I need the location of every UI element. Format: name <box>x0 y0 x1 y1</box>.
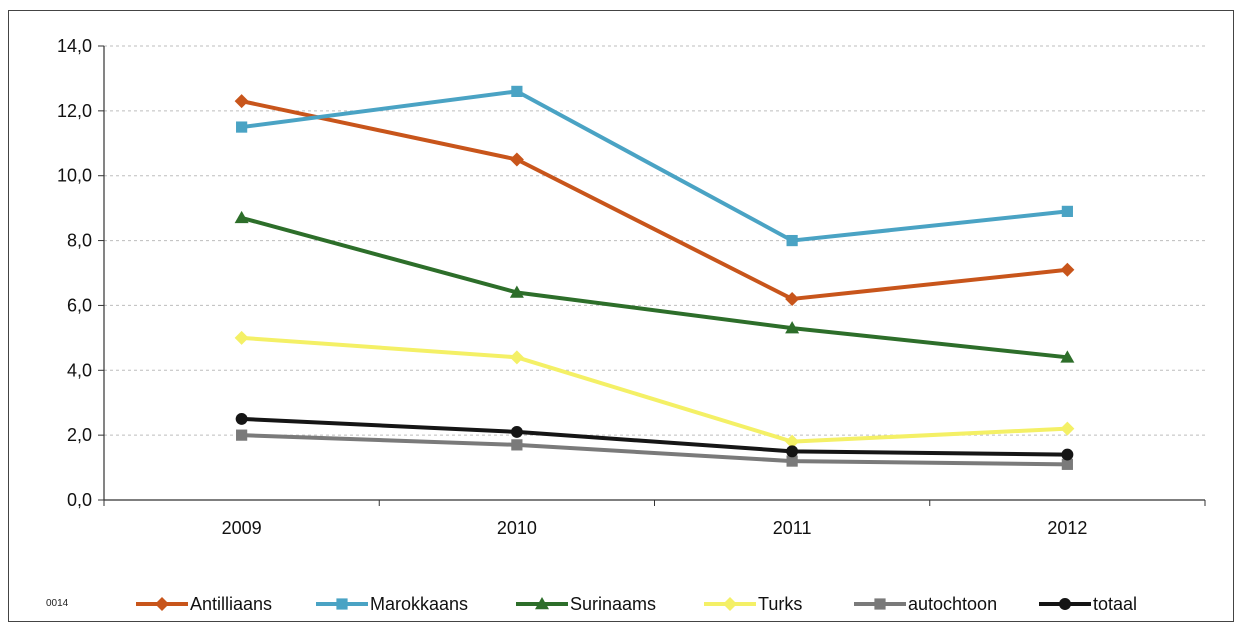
x-tick-label: 2012 <box>1047 518 1087 538</box>
chart-frame <box>8 10 1234 622</box>
series-line <box>239 89 1070 243</box>
data-point <box>510 425 523 438</box>
series-line <box>239 215 1070 360</box>
grid-lines <box>104 45 1205 436</box>
legend-item-surinaams: Surinaams <box>516 594 656 614</box>
x-tick-label: 2010 <box>497 518 537 538</box>
series-autochtoon <box>236 429 1073 470</box>
y-tick-label: 6,0 <box>67 295 92 315</box>
y-tick-label: 2,0 <box>67 425 92 445</box>
legend-marker <box>723 597 737 611</box>
legend-item-autochtoon: autochtoon <box>854 594 997 614</box>
legend-marker <box>1059 598 1071 610</box>
series-antilliaans <box>234 94 1075 306</box>
data-point <box>234 330 249 345</box>
data-point <box>1060 262 1075 277</box>
y-tick-label: 10,0 <box>57 166 92 186</box>
legend-label: Antilliaans <box>190 594 272 614</box>
data-point <box>786 445 799 458</box>
data-point <box>785 321 800 334</box>
series-line <box>239 335 1070 444</box>
legend-marker <box>336 598 348 610</box>
data-point <box>234 94 249 109</box>
data-point <box>511 85 523 97</box>
data-point <box>236 429 248 441</box>
data-point <box>509 285 524 298</box>
legend-marker <box>535 597 549 610</box>
series-totaal <box>235 412 1074 461</box>
legend-marker <box>155 597 169 611</box>
data-point <box>1061 205 1073 217</box>
series-lines <box>234 85 1075 470</box>
y-tick-label: 8,0 <box>67 231 92 251</box>
y-tick-label: 14,0 <box>57 36 92 56</box>
data-point <box>235 412 248 425</box>
data-point <box>786 234 798 247</box>
data-point <box>509 350 524 365</box>
data-point <box>785 434 800 449</box>
series-line <box>239 416 1070 457</box>
data-point <box>236 121 248 133</box>
legend-item-totaal: totaal <box>1039 594 1137 614</box>
y-tick-label: 12,0 <box>57 101 92 121</box>
legend-item-antilliaans: Antilliaans <box>136 594 272 614</box>
series-surinaams <box>234 210 1075 363</box>
data-point <box>511 439 523 451</box>
legend-label: Surinaams <box>570 594 656 614</box>
data-point <box>1060 350 1075 363</box>
data-point <box>1060 421 1075 436</box>
series-turks <box>234 330 1075 449</box>
legend-label: totaal <box>1093 594 1137 614</box>
data-point <box>1061 448 1074 461</box>
x-tick-label: 2011 <box>773 518 812 538</box>
data-point <box>509 152 524 167</box>
series-marokkaans <box>236 85 1073 247</box>
y-tick-label: 4,0 <box>67 360 92 380</box>
legend-label: Turks <box>758 594 802 614</box>
series-line <box>239 433 1070 467</box>
legend-item-marokkaans: Marokkaans <box>316 594 468 614</box>
data-point <box>234 210 249 224</box>
data-point <box>785 291 800 306</box>
legend-label: autochtoon <box>908 594 997 614</box>
legend: Antilliaans Marokkaans Surinaams Turks autoc… <box>136 594 1137 614</box>
legend-label: Marokkaans <box>370 594 468 614</box>
data-point <box>1061 458 1073 470</box>
y-tick-label: 0,0 <box>67 490 92 510</box>
legend-item-turks: Turks <box>704 594 802 614</box>
axes: 0,0 2,0 4,0 6,0 8,0 10,0 12,0 14,0 2009 2010 2011 2… <box>57 36 1206 538</box>
data-point <box>786 455 798 467</box>
legend-marker <box>874 598 886 610</box>
series-line <box>239 99 1070 301</box>
x-tick-label: 2009 <box>222 518 262 538</box>
footer-code: 0014 <box>46 598 69 609</box>
